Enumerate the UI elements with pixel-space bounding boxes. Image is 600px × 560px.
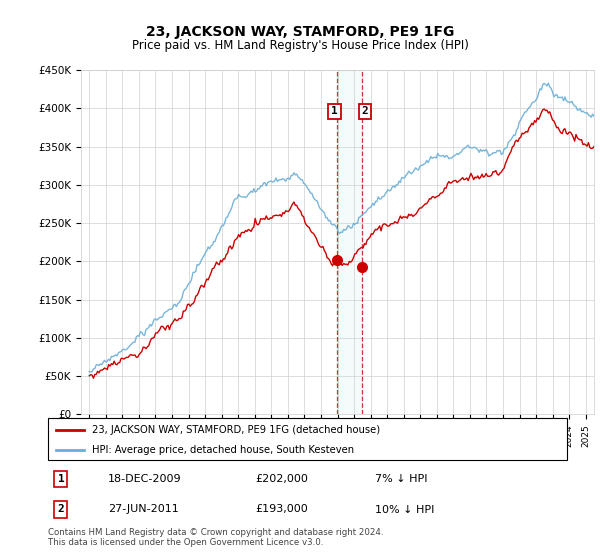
Text: 1: 1 bbox=[331, 106, 338, 116]
Text: 23, JACKSON WAY, STAMFORD, PE9 1FG (detached house): 23, JACKSON WAY, STAMFORD, PE9 1FG (deta… bbox=[92, 425, 380, 435]
Bar bbox=[337, 70, 362, 414]
Text: Contains HM Land Registry data © Crown copyright and database right 2024.
This d: Contains HM Land Registry data © Crown c… bbox=[48, 528, 383, 547]
Text: 2: 2 bbox=[361, 106, 368, 116]
Text: 1: 1 bbox=[58, 474, 64, 484]
Text: 2: 2 bbox=[58, 505, 64, 515]
Text: 7% ↓ HPI: 7% ↓ HPI bbox=[375, 474, 427, 484]
Text: 10% ↓ HPI: 10% ↓ HPI bbox=[375, 505, 434, 515]
FancyBboxPatch shape bbox=[48, 418, 567, 460]
Text: £202,000: £202,000 bbox=[256, 474, 308, 484]
Text: £193,000: £193,000 bbox=[256, 505, 308, 515]
Text: HPI: Average price, detached house, South Kesteven: HPI: Average price, detached house, Sout… bbox=[92, 445, 354, 455]
Text: 23, JACKSON WAY, STAMFORD, PE9 1FG: 23, JACKSON WAY, STAMFORD, PE9 1FG bbox=[146, 25, 454, 39]
Text: Price paid vs. HM Land Registry's House Price Index (HPI): Price paid vs. HM Land Registry's House … bbox=[131, 39, 469, 52]
Text: 27-JUN-2011: 27-JUN-2011 bbox=[107, 505, 178, 515]
Text: 18-DEC-2009: 18-DEC-2009 bbox=[107, 474, 181, 484]
